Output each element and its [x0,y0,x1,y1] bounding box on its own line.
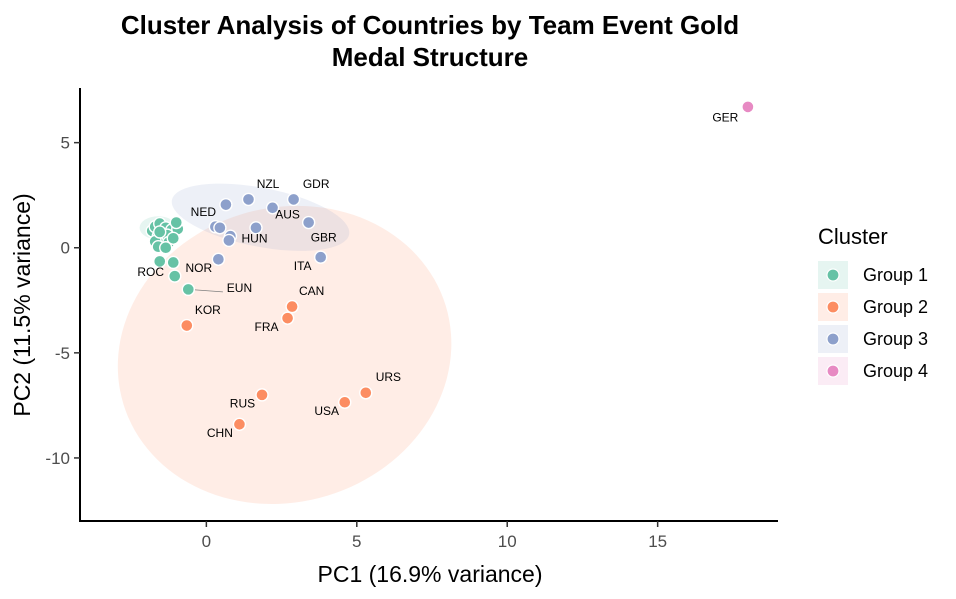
legend-label: Group 4 [863,361,928,381]
data-point-group-1 [169,215,183,230]
point-label-aus: AUS [275,207,300,221]
data-point-group-3 [265,201,280,215]
data-point-group-3 [219,197,233,212]
legend-key-group-2 [826,300,840,314]
data-point-group-2 [232,417,247,432]
x-tick-label: 10 [498,532,517,551]
legend-key-group-3 [826,332,840,346]
x-axis-title: PC1 (16.9% variance) [318,561,543,587]
data-point-group-1 [159,241,173,255]
x-tick-label: 5 [352,532,361,551]
point-label-ita: ITA [294,259,312,273]
data-point-group-3 [301,215,316,230]
cluster-ellipse-group-2 [117,205,452,505]
point-label-eun: EUN [227,281,252,295]
data-point-group-3 [241,192,256,207]
point-label-ger: GER [712,111,738,125]
data-point-group-2 [255,388,269,402]
point-layer [145,100,755,432]
data-point-group-2 [180,318,194,333]
data-point-group-2 [285,299,299,314]
point-label-fra: FRA [255,320,279,334]
point-label-can: CAN [299,284,324,298]
point-label-hun: HUN [242,231,268,245]
data-point-group-1 [166,255,180,270]
point-label-kor: KOR [195,303,221,317]
data-point-group-2 [280,311,295,325]
data-point-group-1 [153,254,167,269]
y-ticks: 5 0 -5 -10 [45,134,80,468]
point-label-rus: RUS [230,396,255,410]
ellipse-layer [117,183,452,505]
point-label-roc: ROC [137,265,164,279]
x-tick-label: 15 [648,532,667,551]
legend-label: Group 3 [863,329,928,349]
legend-key-group-1 [826,268,840,282]
legend-label: Group 2 [863,297,928,317]
point-label-nor: NOR [186,261,213,275]
cluster-ellipse-group-3 [171,183,350,251]
data-point-group-3 [222,233,236,248]
point-label-gdr: GDR [303,177,330,191]
data-point-group-3 [213,221,227,235]
point-label-chn: CHN [207,426,233,440]
label-layer: ROC NOR EUN KOR CAN FRA URS USA RUS CHN NZL GDR NED A… [137,111,738,440]
data-point-group-1 [153,225,167,239]
chart-title-line2: Medal Structure [332,42,529,72]
data-point-group-1 [181,282,196,297]
data-point-group-4 [741,100,755,114]
x-ticks: 0 5 10 15 [202,521,667,551]
data-point-group-2 [338,395,352,409]
y-tick-label: -10 [45,449,70,468]
data-point-group-3 [211,252,226,267]
y-tick-label: -5 [55,344,70,363]
legend-label: Group 1 [863,265,928,285]
chart-title-line1: Cluster Analysis of Countries by Team Ev… [121,10,739,40]
legend-title: Cluster [818,224,888,249]
legend: Cluster Group 1 Group 2 Group 3 Group 4 [818,224,928,385]
point-label-ned: NED [191,205,217,219]
point-label-usa: USA [314,404,339,418]
y-tick-label: 5 [61,134,70,153]
data-point-group-1 [168,269,182,283]
data-point-group-3 [249,221,263,235]
legend-items: Group 1 Group 2 Group 3 Group 4 [818,261,928,385]
x-tick-label: 0 [202,532,211,551]
point-label-nzl: NZL [257,177,280,191]
y-axis-title: PC2 (11.5% variance) [9,193,35,416]
y-tick-label: 0 [61,239,70,258]
point-label-gbr: GBR [311,230,337,244]
data-point-group-1 [166,231,180,245]
data-point-group-3 [313,250,328,264]
legend-key-group-4 [826,364,840,378]
point-label-urs: URS [376,370,401,384]
data-point-group-3 [286,192,301,207]
data-point-group-2 [359,386,373,400]
